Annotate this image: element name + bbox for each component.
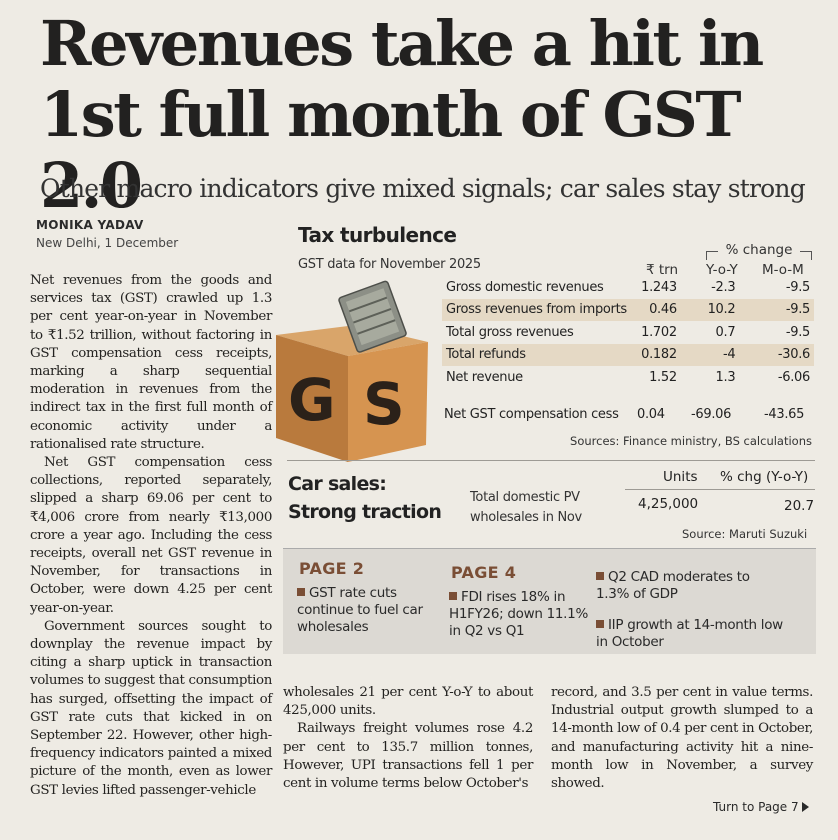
cell-mom: -6.06 xyxy=(777,369,810,385)
cess-mom: -43.65 xyxy=(764,407,805,422)
cess-label: Net GST compensation cess xyxy=(444,407,619,422)
gst-box-title: Tax turbulence xyxy=(298,223,457,247)
cell-yoy: 1.3 xyxy=(715,369,736,385)
cad-item: Q2 CAD moderates to 1.3% of GDP xyxy=(596,569,750,602)
cell-mom: -9.5 xyxy=(785,324,810,340)
page4-item: FDI rises 18% in H1FY26; down 11.1% in Q… xyxy=(449,589,588,639)
pct-change-header: % change xyxy=(725,242,793,258)
body-column-2: wholesales 21 per cent Y-o-Y to about 42… xyxy=(283,684,533,793)
cell-label: Net revenue xyxy=(446,369,523,385)
car-pct-header: % chg (Y-o-Y) xyxy=(720,469,809,485)
car-title-line2: Strong traction xyxy=(288,501,442,523)
arrow-right-icon xyxy=(801,802,809,812)
gst-box-subtitle: GST data for November 2025 xyxy=(298,257,481,272)
cell-label: Total gross revenues xyxy=(446,324,574,340)
car-box-title: Car sales: Strong traction xyxy=(288,470,442,526)
bullet-icon xyxy=(596,620,604,628)
bullet-icon xyxy=(449,592,457,600)
bullet-icon xyxy=(297,588,305,596)
col-header-yoy: Y-o-Y xyxy=(706,262,738,278)
cell-mom: -30.6 xyxy=(735,343,814,366)
paragraph: wholesales 21 per cent Y-o-Y to about 42… xyxy=(283,685,533,719)
gst-data-table: Gross domestic revenues 1.243 -2.3 -9.5 Gros… xyxy=(442,276,814,389)
table-row: Total refunds 0.182 -4 -30.6 xyxy=(442,343,814,366)
cell-trn: 1.243 xyxy=(641,279,677,295)
table-row: Gross revenues from imports 0.46 10.2 -9.5 xyxy=(442,298,814,321)
dateline: New Delhi, 1 December xyxy=(36,236,179,250)
paragraph: record, and 3.5 per cent in value terms.… xyxy=(551,685,813,792)
iip-item: IIP growth at 14-month low in October xyxy=(596,617,783,650)
car-row-label: Total domestic PV wholesales in Nov xyxy=(470,490,582,525)
table-row: Net revenue 1.52 1.3 -6.06 xyxy=(442,366,814,389)
paragraph: Net GST compensation cess collections, r… xyxy=(30,455,272,616)
headline: Revenues take a hit in 1st full month of… xyxy=(40,7,764,222)
cube-letter-g: G xyxy=(288,366,336,434)
col-header-mom: M-o-M xyxy=(762,262,804,278)
table-row: Total gross revenues 1.702 0.7 -9.5 xyxy=(442,321,814,344)
cell-trn: 1.702 xyxy=(641,324,677,340)
box-divider xyxy=(287,460,815,461)
body-column-3: record, and 3.5 per cent in value terms.… xyxy=(551,684,813,793)
cell-label: Total refunds xyxy=(442,343,629,366)
car-pct-value: 20.7 xyxy=(784,498,815,514)
cell-label: Gross revenues from imports xyxy=(442,298,629,321)
cell-yoy: -2.3 xyxy=(711,279,736,295)
paragraph: Government sources sought to downplay th… xyxy=(30,618,272,798)
page2-title: PAGE 2 xyxy=(299,559,365,578)
bullet-icon xyxy=(596,572,604,580)
cell-yoy: -4 xyxy=(676,343,736,366)
car-title-line1: Car sales: xyxy=(288,473,387,495)
page2-item: GST rate cuts continue to fuel car whole… xyxy=(297,585,423,635)
cell-mom: -9.5 xyxy=(735,298,814,321)
car-source: Source: Maruti Suzuki xyxy=(682,527,808,541)
col-header-trn: ₹ trn xyxy=(646,262,679,278)
body-column-1: Net revenues from the goods and services… xyxy=(30,272,272,800)
cell-mom: -9.5 xyxy=(785,279,810,295)
car-units-value: 4,25,000 xyxy=(638,496,699,512)
cell-trn: 0.46 xyxy=(628,298,677,321)
inside-pages-panel: PAGE 2 GST rate cuts continue to fuel ca… xyxy=(283,548,816,654)
car-table-rule xyxy=(625,489,815,490)
cess-yoy: -69.06 xyxy=(691,407,732,422)
turn-to-page[interactable]: Turn to Page 7 xyxy=(713,800,809,814)
cell-yoy: 10.2 xyxy=(676,298,736,321)
cell-trn: 0.182 xyxy=(628,343,677,366)
gst-source: Sources: Finance ministry, BS calculatio… xyxy=(570,434,812,448)
table-row: Gross domestic revenues 1.243 -2.3 -9.5 xyxy=(442,276,814,299)
paragraph: Net revenues from the goods and services… xyxy=(30,273,272,452)
car-units-header: Units xyxy=(663,469,698,485)
deck: Other macro indicators give mixed signal… xyxy=(40,174,806,203)
cell-trn: 1.52 xyxy=(649,369,677,385)
bracket-right xyxy=(800,251,812,260)
page4-title: PAGE 4 xyxy=(451,563,517,582)
cess-trn: 0.04 xyxy=(637,407,665,422)
paragraph: Railways freight volumes rose 4.2 per ce… xyxy=(283,721,533,792)
cube-letter-s: S xyxy=(363,370,405,438)
cell-label: Gross domestic revenues xyxy=(446,279,604,295)
byline: MONIKA YADAV xyxy=(36,218,144,232)
bracket-left xyxy=(706,251,718,260)
cell-yoy: 0.7 xyxy=(715,324,736,340)
gst-cube-illustration: G S xyxy=(276,280,428,462)
